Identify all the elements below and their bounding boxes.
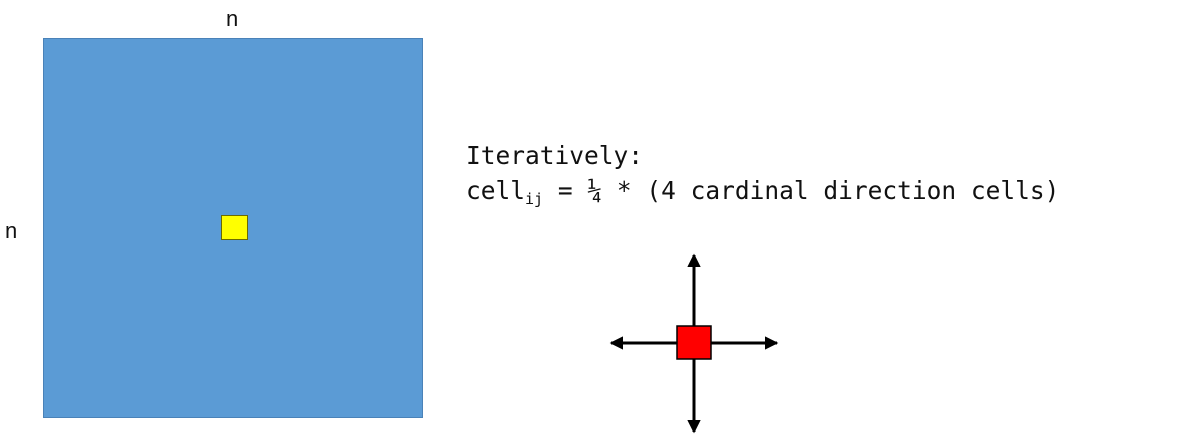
description-text: Iteratively: cellij = ¼ * (4 cardinal di… bbox=[466, 138, 1059, 208]
stencil-diagram bbox=[609, 253, 779, 434]
description-line-iteratively: Iteratively: bbox=[466, 141, 644, 170]
grid-height-label: n bbox=[5, 218, 18, 243]
grid-width-label: n bbox=[226, 6, 239, 31]
formula-rest: = ¼ * (4 cardinal direction cells) bbox=[543, 176, 1060, 205]
center-cell bbox=[221, 215, 248, 240]
formula-subscript: ij bbox=[525, 190, 544, 208]
description-formula: cellij = ¼ * (4 cardinal direction cells… bbox=[466, 173, 1059, 208]
stencil-center-cell bbox=[676, 325, 712, 360]
formula-cell-term: cell bbox=[466, 176, 526, 205]
